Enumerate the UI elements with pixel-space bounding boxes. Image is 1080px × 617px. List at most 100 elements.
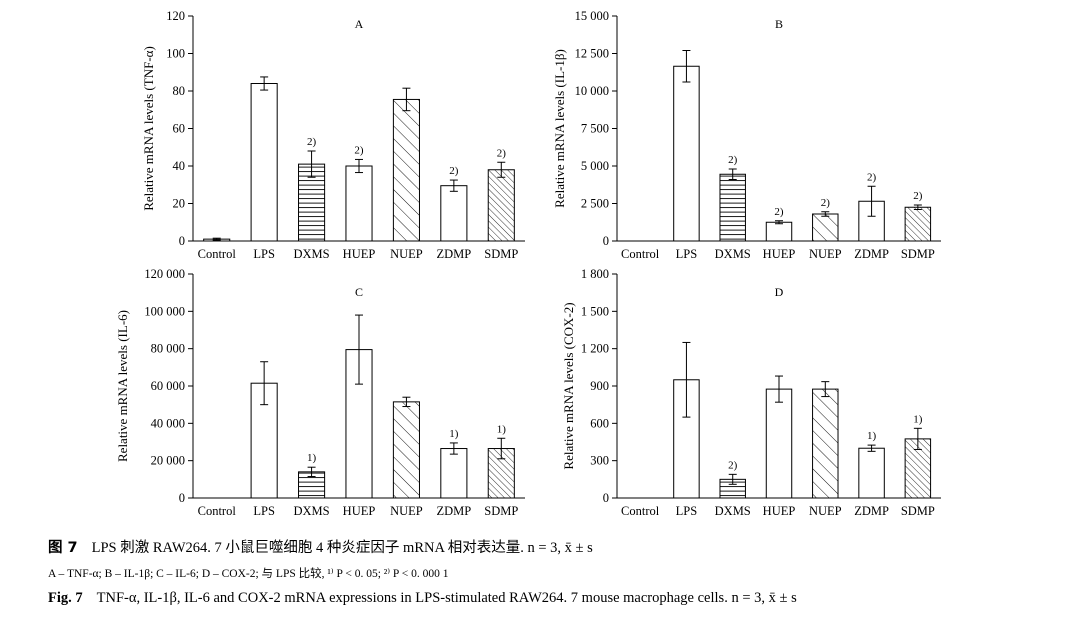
significance-label: 2) [821, 197, 831, 209]
significance-label: 2) [867, 171, 877, 183]
x-tick-label: SDMP [901, 247, 935, 261]
panel-label: D [775, 285, 784, 299]
significance-label: 1) [307, 452, 317, 464]
x-tick-label: DXMS [715, 504, 751, 518]
y-tick-label: 100 [166, 47, 185, 61]
bar-sdmp [904, 206, 932, 242]
y-tick-label: 40 [173, 159, 186, 173]
x-tick-label: ZDMP [436, 247, 471, 261]
x-tick-label: LPS [253, 504, 275, 518]
caption-chinese-text: LPS 刺激 RAW264. 7 小鼠巨噬细胞 4 种炎症因子 mRNA 相对表… [91, 540, 593, 556]
y-axis-label: Relative mRNA levels (IL-1β) [552, 49, 567, 208]
x-tick-label: NUEP [390, 247, 423, 261]
panel-d-cox-2: 0 300 600 900 1 200 1 500 1 800 Relative mRNA l… [561, 267, 941, 518]
bar-zdmp [440, 185, 468, 242]
x-tick-label: LPS [676, 504, 698, 518]
figure-7-bar-charts: 0 20 40 60 80 100 120 Relative mRNA levels (TNF… [115, 9, 941, 518]
x-tick-label: ZDMP [854, 504, 889, 518]
y-tick-label: 1 200 [581, 342, 609, 356]
y-tick-label: 80 [173, 84, 186, 98]
bar-zdmp [440, 448, 468, 499]
y-tick-label: 0 [603, 491, 609, 505]
x-tick-label: ZDMP [436, 504, 471, 518]
y-tick-label: 60 000 [151, 379, 185, 393]
caption-notes: A – TNF-α; B – IL-1β; C – IL-6; D – COX-… [48, 568, 449, 580]
y-tick-label: 0 [603, 234, 609, 248]
x-tick-label: HUEP [763, 504, 796, 518]
panel-a-tnf-alpha: 0 20 40 60 80 100 120 Relative mRNA levels (TNF… [141, 9, 525, 261]
y-tick-label: 120 [166, 9, 185, 23]
y-tick-label: 20 000 [151, 454, 185, 468]
y-tick-label: 0 [179, 234, 185, 248]
significance-label: 2) [307, 136, 317, 148]
bar-nuep [392, 98, 420, 242]
significance-label: 1) [913, 413, 923, 425]
x-tick-label: NUEP [809, 504, 842, 518]
x-tick-label: Control [198, 504, 237, 518]
x-tick-label: HUEP [343, 247, 376, 261]
y-tick-label: 5 000 [581, 159, 609, 173]
y-axis-label: Relative mRNA levels (TNF-α) [141, 46, 156, 211]
y-tick-label: 12 500 [575, 47, 609, 61]
bar-nuep [812, 213, 839, 242]
significance-label: 2) [497, 147, 507, 159]
bar-dxms [719, 173, 746, 242]
y-tick-label: 0 [179, 491, 185, 505]
caption-english: Fig. 7 TNF-α, IL-1β, IL-6 and COX-2 mRNA … [48, 590, 797, 607]
y-tick-label: 40 000 [151, 416, 185, 430]
significance-label: 2) [728, 154, 738, 166]
y-tick-label: 900 [590, 379, 609, 393]
y-tick-label: 600 [590, 416, 609, 430]
x-tick-label: HUEP [763, 247, 796, 261]
bar-lps [250, 83, 278, 242]
x-tick-label: Control [621, 247, 660, 261]
significance-label: 2) [728, 459, 738, 471]
x-tick-label: SDMP [901, 504, 935, 518]
y-tick-label: 80 000 [151, 342, 185, 356]
bar-huep [765, 388, 793, 499]
significance-label: 1) [449, 428, 459, 440]
y-tick-label: 20 [173, 197, 186, 211]
panel-c-il-6: 0 20 000 40 000 60 000 80 000 100 000 120 000 R… [115, 267, 525, 518]
x-tick-label: ZDMP [854, 247, 889, 261]
significance-label: 2) [354, 144, 364, 156]
bar-huep [345, 165, 373, 242]
x-tick-label: NUEP [809, 247, 842, 261]
y-tick-label: 60 [173, 122, 186, 136]
y-tick-label: 100 000 [144, 304, 185, 318]
x-tick-label: Control [621, 504, 660, 518]
bar-huep [765, 221, 793, 242]
x-tick-label: LPS [676, 247, 698, 261]
bar-sdmp [487, 169, 515, 242]
y-tick-label: 1 800 [581, 267, 609, 281]
x-tick-label: HUEP [343, 504, 376, 518]
panel-label: B [775, 17, 783, 31]
y-tick-label: 2 500 [581, 197, 609, 211]
caption-english-text: TNF-α, IL-1β, IL-6 and COX-2 mRNA expres… [96, 590, 797, 606]
bar-nuep [812, 388, 839, 499]
caption-english-label: Fig. 7 [48, 590, 83, 606]
panel-label: C [355, 285, 363, 299]
y-tick-label: 300 [590, 454, 609, 468]
significance-label: 2) [774, 206, 784, 218]
x-tick-label: DXMS [294, 247, 330, 261]
bar-nuep [392, 401, 420, 499]
significance-label: 1) [867, 430, 877, 442]
x-tick-label: DXMS [715, 247, 751, 261]
x-tick-label: NUEP [390, 504, 423, 518]
significance-label: 2) [913, 190, 923, 202]
y-tick-label: 1 500 [581, 304, 609, 318]
y-tick-label: 10 000 [575, 84, 609, 98]
x-tick-label: SDMP [484, 504, 518, 518]
y-axis-label: Relative mRNA levels (COX-2) [561, 302, 576, 469]
caption-chinese: 图 7 LPS 刺激 RAW264. 7 小鼠巨噬细胞 4 种炎症因子 mRNA … [48, 536, 593, 557]
bar-zdmp [858, 447, 885, 499]
panel-b-il-1beta: 0 2 500 5 000 7 500 10 000 12 500 15 000 Relati… [552, 9, 941, 261]
x-tick-label: DXMS [294, 504, 330, 518]
y-axis-label: Relative mRNA levels (IL-6) [115, 310, 130, 462]
significance-label: 1) [497, 423, 507, 435]
x-tick-label: LPS [253, 247, 275, 261]
y-tick-label: 120 000 [144, 267, 185, 281]
x-tick-label: SDMP [484, 247, 518, 261]
panel-label: A [355, 17, 364, 31]
